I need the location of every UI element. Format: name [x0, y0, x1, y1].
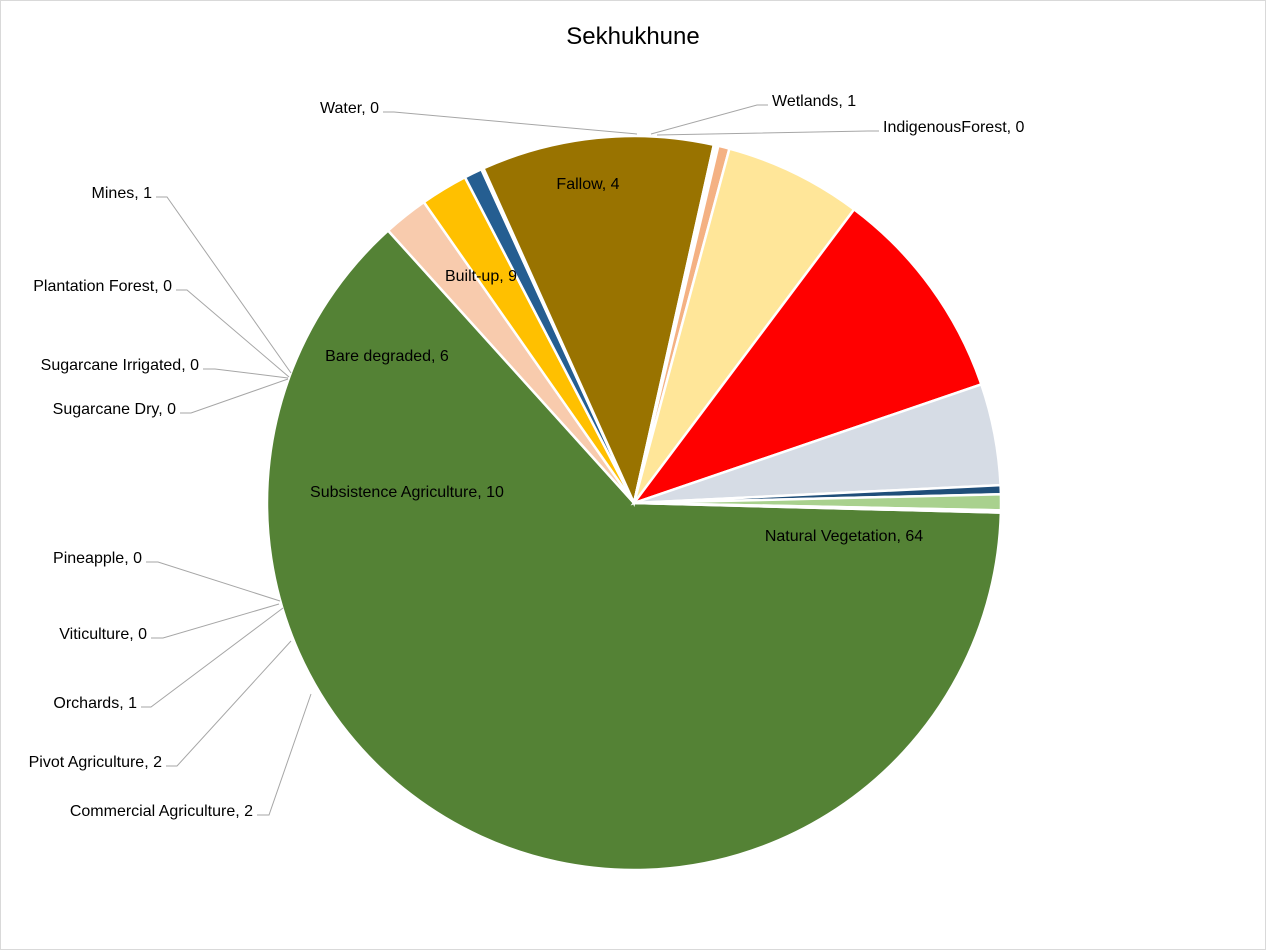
leader-line-pivot-agriculture — [166, 640, 292, 767]
leader-lines — [141, 104, 879, 816]
data-label-plantation-forest: Plantation Forest, 0 — [33, 278, 172, 295]
pie-slice-indigenousforest — [633, 501, 1003, 514]
leader-line-indigenousforest — [656, 130, 879, 136]
data-label-sugarcane-dry: Sugarcane Dry, 0 — [53, 401, 176, 418]
leader-line-sugarcane-dry — [180, 378, 289, 414]
chart-title: Sekhukhune — [566, 23, 699, 50]
pie-slice-built-up — [630, 207, 983, 506]
data-label-natural-vegetation: Natural Vegetation, 64 — [765, 528, 923, 545]
leader-line-water — [383, 111, 638, 135]
data-label-water: Water, 0 — [320, 100, 379, 117]
data-label-viticulture: Viticulture, 0 — [59, 626, 147, 643]
slice-labels: Natural Vegetation, 64 Commercial Agricul… — [29, 93, 1025, 820]
data-label-fallow: Fallow, 4 — [556, 176, 619, 193]
leader-line-viticulture — [151, 603, 280, 639]
pie-slice-bare-degraded — [632, 147, 856, 504]
leader-line-plantation-forest — [176, 289, 290, 378]
data-label-built-up: Built-up, 9 — [445, 268, 517, 285]
data-label-wetlands: Wetlands, 1 — [772, 93, 856, 110]
pie-slice-natural-vegetation — [265, 228, 1003, 872]
leader-line-orchards — [141, 607, 284, 708]
leader-line-wetlands — [650, 104, 768, 135]
data-label-orchards: Orchards, 1 — [53, 695, 137, 712]
leader-line-pineapple — [146, 561, 281, 602]
pie-slice-subsistence-agriculture — [481, 134, 716, 507]
data-label-subsistence-agriculture: Subsistence Agriculture, 10 — [310, 484, 504, 501]
data-label-pineapple: Pineapple, 0 — [53, 550, 142, 567]
data-label-mines: Mines, 1 — [92, 185, 153, 202]
data-label-bare-degraded: Bare degraded, 6 — [325, 348, 449, 365]
data-label-commercial-agriculture: Commercial Agriculture, 2 — [70, 803, 253, 820]
data-label-sugarcane-irrigated: Sugarcane Irrigated, 0 — [41, 357, 199, 374]
leader-line-sugarcane-irrigated — [203, 368, 289, 379]
pie-slices — [265, 134, 1003, 872]
data-label-pivot-agriculture: Pivot Agriculture, 2 — [29, 754, 163, 771]
leader-line-mines — [156, 196, 292, 374]
leader-line-commercial-agriculture — [257, 693, 312, 816]
data-label-indigenousforest: IndigenousForest, 0 — [883, 119, 1025, 136]
